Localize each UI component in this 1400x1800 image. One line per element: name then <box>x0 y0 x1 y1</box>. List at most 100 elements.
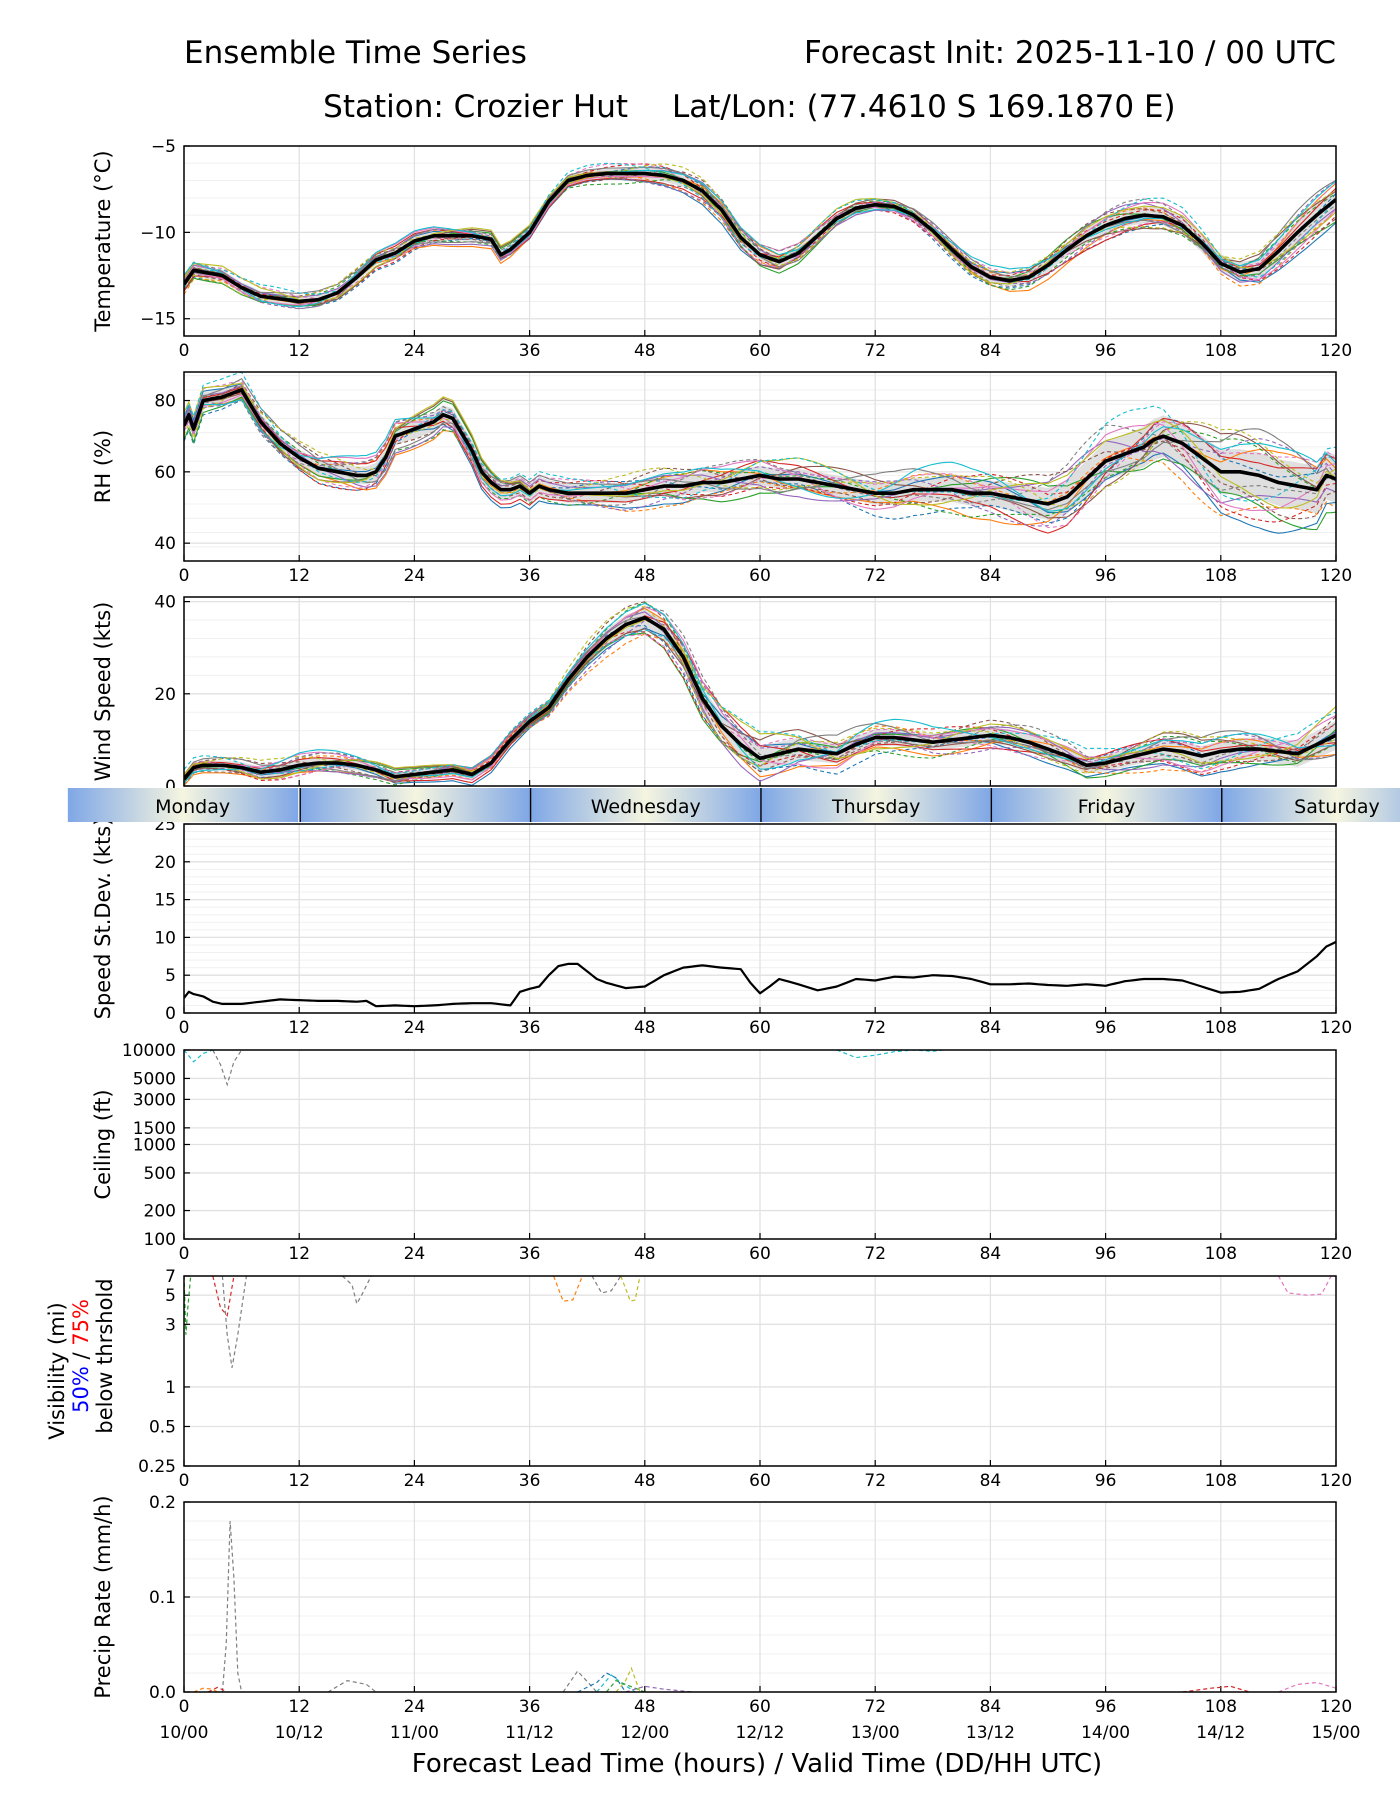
y-tick-label: 40 <box>154 534 176 554</box>
x-tick-label: 84 <box>980 341 1002 361</box>
member-trace-line <box>1278 1681 1336 1692</box>
visibility-threshold-note-line2: below thrshold <box>93 1278 117 1433</box>
member-series-line <box>184 602 1336 784</box>
valid-time-label: 12/12 <box>736 1723 785 1743</box>
member-trace-line <box>212 1276 235 1317</box>
member-trace-line <box>327 1679 377 1692</box>
y-tick-label: 200 <box>144 1202 176 1222</box>
valid-time-label: 12/00 <box>620 1723 669 1743</box>
day-label: Monday <box>155 796 230 818</box>
x-tick-label: 108 <box>1205 1697 1237 1717</box>
y-axis-label: Wind Speed (kts) <box>91 602 115 782</box>
panel-temperature: −15 −10 −5 0 12 24 36 48 60 72 84 96 108 120 Temperatu… <box>91 137 1352 361</box>
y-tick-label: 20 <box>154 685 176 705</box>
member-series-line <box>184 619 1336 780</box>
x-tick-label: 60 <box>749 341 771 361</box>
chart-title-left: Ensemble Time Series <box>184 35 527 71</box>
plot-area <box>184 1276 1332 1368</box>
x-tick-label: 12 <box>288 1018 310 1038</box>
member-series-line <box>184 174 1336 310</box>
x-tick-label: 60 <box>749 1018 771 1038</box>
y-tick-label: 0 <box>165 1004 176 1024</box>
x-tick-label: 0 <box>179 1471 190 1491</box>
x-tick-label: 0 <box>179 1244 190 1264</box>
x-tick-label: 120 <box>1320 1244 1352 1264</box>
station-name: Station: Crozier Hut <box>323 89 628 125</box>
x-tick-label: 60 <box>749 1697 771 1717</box>
y-tick-label: −15 <box>140 310 176 330</box>
x-tick-label: 48 <box>634 566 656 586</box>
x-tick-label: 48 <box>634 1697 656 1717</box>
x-tick-label: 60 <box>749 566 771 586</box>
x-tick-label: 36 <box>519 1697 541 1717</box>
x-tick-label: 84 <box>980 1697 1002 1717</box>
day-label: Saturday <box>1294 796 1380 818</box>
panel-visibility: 0.25 0.5 1 3 57 0 12 24 36 48 60 72 84 96 108 120 Visibi… <box>45 1267 1352 1491</box>
x-tick-label: 48 <box>634 1471 656 1491</box>
x-axis-label: Forecast Lead Time (hours) / Valid Time … <box>412 1749 1102 1779</box>
y-tick-label: 0 <box>165 777 176 797</box>
member-trace-line <box>596 1674 636 1692</box>
x-tick-label: 60 <box>749 1244 771 1264</box>
plot-area <box>184 372 1336 534</box>
y-tick-label: 0.1 <box>149 1588 176 1608</box>
member-series-line <box>184 601 1336 783</box>
y-tick-label: 0.5 <box>149 1417 176 1437</box>
x-tick-label: 96 <box>1095 1018 1117 1038</box>
x-tick-label: 0 <box>179 1018 190 1038</box>
station-latlon: Lat/Lon: (77.4610 S 169.1870 E) <box>672 89 1176 125</box>
day-cell <box>991 788 1222 822</box>
member-trace-line <box>562 1670 598 1692</box>
member-series-line <box>184 386 1336 509</box>
panel-precip_rate: 0.0 0.1 0.2 0 12 24 36 48 60 72 84 96 108 120 Precip R… <box>91 1493 1352 1717</box>
member-trace-line <box>615 1666 641 1692</box>
y-axis-label: Visibility (mi) <box>45 1302 69 1439</box>
x-tick-label: 108 <box>1205 341 1237 361</box>
y-tick-label: 10 <box>154 928 176 948</box>
member-series-line <box>184 162 1336 299</box>
y-tick-label: −10 <box>140 223 176 243</box>
y-tick-label: 5 <box>165 1286 176 1306</box>
member-series-line <box>184 606 1336 781</box>
x-tick-label: 108 <box>1205 1018 1237 1038</box>
vis-75-label: 75% <box>69 1299 93 1346</box>
x-tick-label: 120 <box>1320 1018 1352 1038</box>
day-label: Thursday <box>831 796 920 818</box>
member-trace-line <box>184 1050 214 1063</box>
x-tick-label: 12 <box>288 1697 310 1717</box>
panel-frame <box>183 596 1337 787</box>
x-tick-label: 0 <box>179 341 190 361</box>
member-trace-line <box>212 1050 243 1087</box>
y-axis-label: Ceiling (ft) <box>91 1089 115 1199</box>
member-series-line <box>184 372 1336 502</box>
y-tick-label: −5 <box>151 137 176 157</box>
x-tick-label: 72 <box>864 566 886 586</box>
x-tick-label: 48 <box>634 1018 656 1038</box>
ensemble-spread-band <box>184 167 1336 307</box>
plot-area <box>193 1520 1336 1692</box>
y-tick-label: 5000 <box>133 1069 176 1089</box>
valid-time-label: 13/00 <box>851 1723 900 1743</box>
valid-time-label: 11/00 <box>390 1723 439 1743</box>
x-tick-label: 72 <box>864 1471 886 1491</box>
member-trace-line <box>1277 1276 1332 1296</box>
member-series-line <box>184 171 1336 308</box>
y-tick-label: 40 <box>154 593 176 613</box>
y-tick-label: 0.25 <box>138 1457 176 1477</box>
ensemble-spread-band <box>184 381 1336 520</box>
day-label: Friday <box>1078 796 1136 818</box>
vis-sep-label: / <box>69 1346 93 1366</box>
x-tick-label: 24 <box>404 1018 426 1038</box>
member-trace-line <box>221 1520 243 1692</box>
panel-frame <box>183 1501 1337 1693</box>
y-tick-label: 0.0 <box>149 1683 176 1703</box>
panel-frame <box>183 1275 1337 1467</box>
plot-area <box>184 162 1336 310</box>
x-tick-label: 36 <box>519 1471 541 1491</box>
x-tick-label: 36 <box>519 566 541 586</box>
y-axis-label: Temperature (°C) <box>91 150 115 332</box>
member-series-line <box>184 632 1336 784</box>
panel-frame <box>183 145 1337 337</box>
x-tick-label: 84 <box>980 1018 1002 1038</box>
